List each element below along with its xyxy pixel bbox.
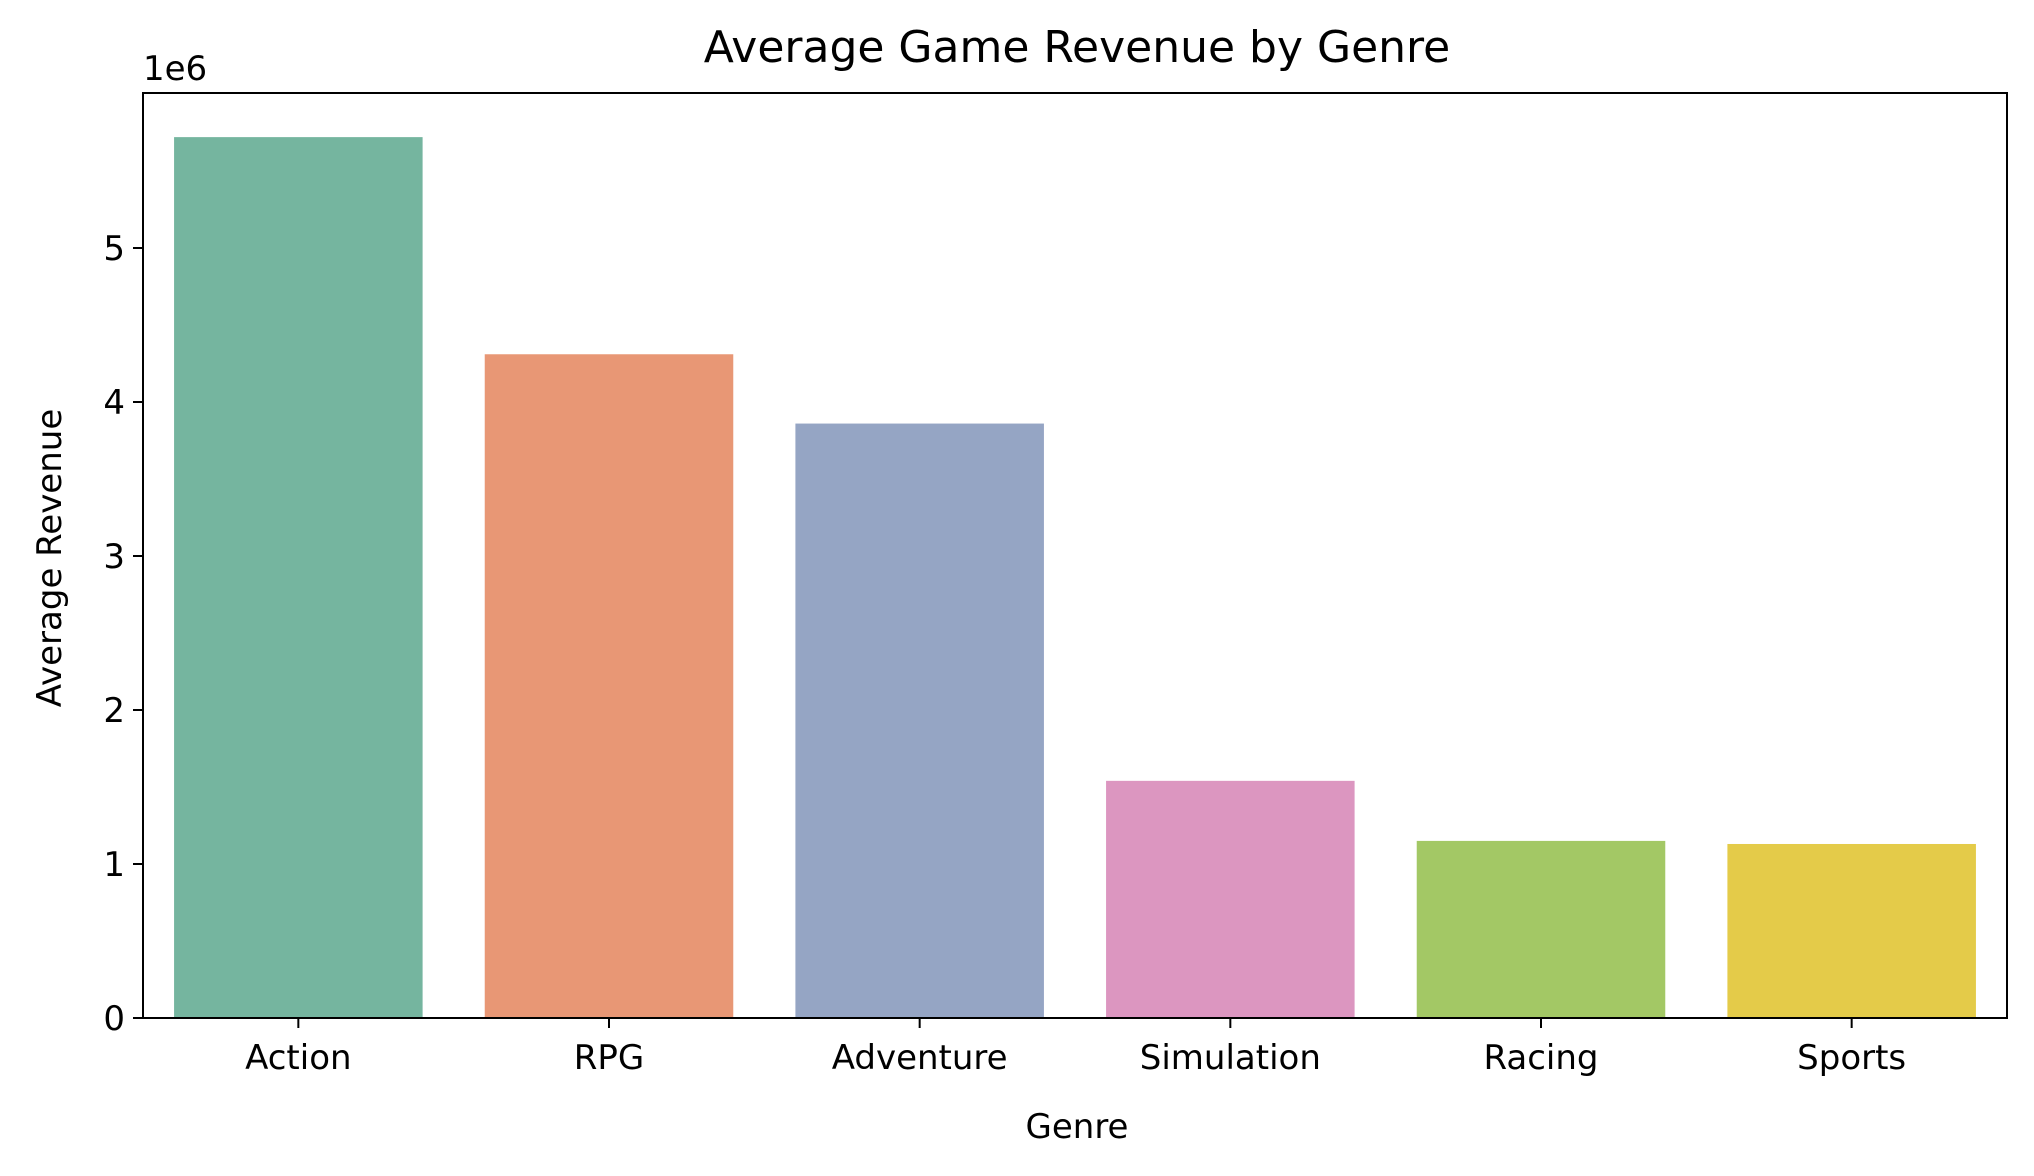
y-tick-label: 2 [103, 691, 125, 731]
y-tick-label: 1 [103, 845, 125, 885]
y-tick-label: 4 [103, 383, 125, 423]
y-tick-label: 0 [103, 999, 125, 1039]
y-tick-label: 3 [103, 537, 125, 577]
y-axis-ticks: 0 1 2 3 4 5 [103, 229, 143, 1039]
x-tick-label: Adventure [832, 1038, 1008, 1078]
plot-frame [142, 92, 2008, 1019]
bar-racing [1416, 840, 1666, 1018]
bar-sports [1727, 843, 1976, 1018]
x-tick-label: Racing [1484, 1038, 1599, 1078]
x-axis-label: Genre [1026, 1107, 1129, 1147]
bar-adventure [795, 423, 1044, 1018]
y-tick-label: 5 [103, 229, 125, 269]
bar-rpg [484, 354, 734, 1018]
y-axis-offset-label: 1e6 [143, 49, 207, 89]
bar-simulation [1106, 780, 1355, 1018]
x-tick-label: RPG [574, 1038, 644, 1078]
x-tick-label: Action [245, 1038, 351, 1078]
bar-action [174, 137, 423, 1018]
y-axis-label: Average Revenue [30, 409, 70, 708]
chart-title: Average Game Revenue by Genre [704, 22, 1450, 73]
bars-group [174, 137, 1976, 1018]
x-tick-label: Simulation [1140, 1038, 1321, 1078]
x-tick-label: Sports [1797, 1038, 1906, 1078]
x-axis-ticks: Action RPG Adventure Simulation Racing Sports [245, 1018, 1906, 1078]
